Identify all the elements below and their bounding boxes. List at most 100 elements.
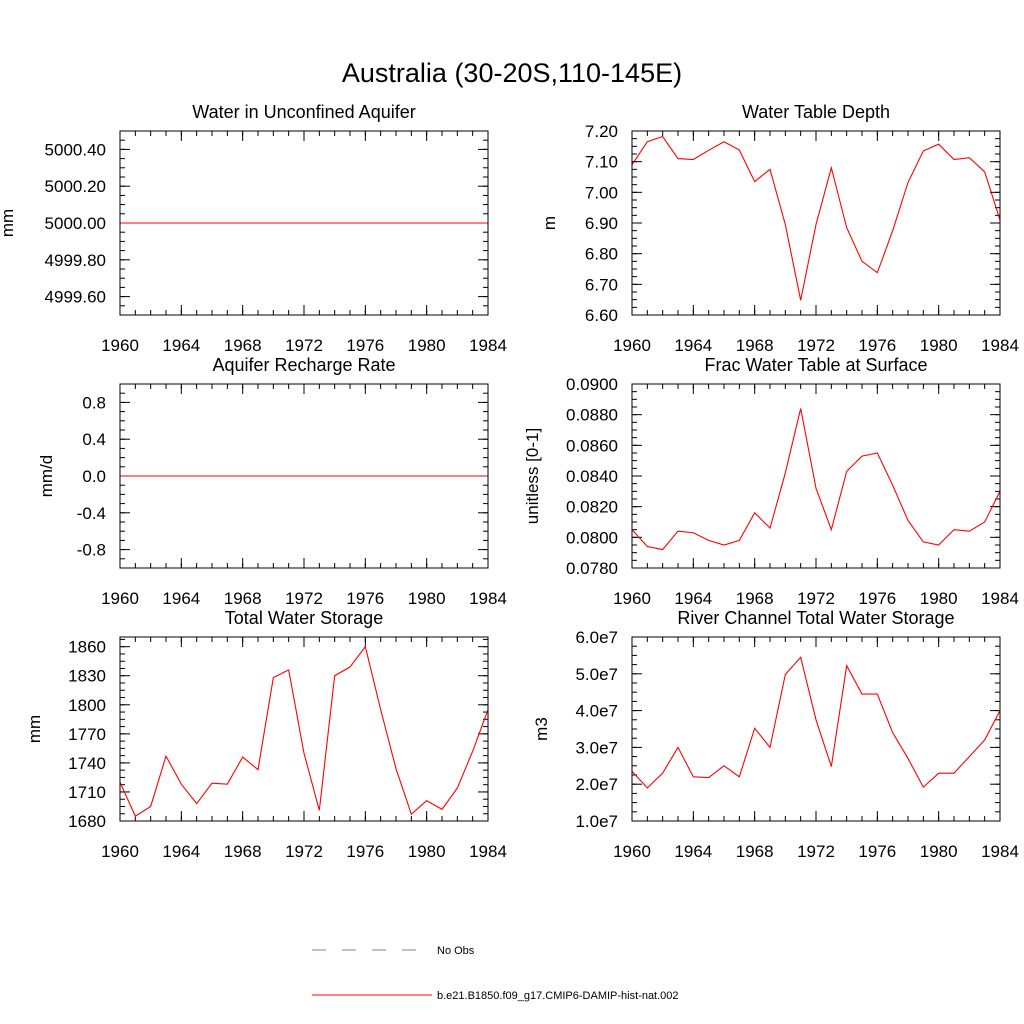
y-tick-label: 0.0800: [566, 528, 618, 547]
plot-frame: [631, 636, 1001, 822]
x-tick-label: 1980: [920, 842, 958, 861]
plot-frame: [119, 130, 489, 316]
x-tick-label: 1968: [736, 842, 774, 861]
x-tick-label: 1984: [981, 589, 1019, 608]
y-axis-label: unitless [0-1]: [523, 428, 542, 524]
x-tick-label: 1980: [408, 842, 446, 861]
legend-label-no-obs: No Obs: [437, 945, 475, 957]
x-tick-label: 1972: [797, 589, 835, 608]
x-tick-label: 1984: [981, 336, 1019, 355]
x-tick-label: 1976: [858, 842, 896, 861]
y-tick-label: 6.90: [585, 214, 618, 233]
plot-frame: [631, 383, 1001, 569]
series-line-1: [631, 408, 1001, 551]
y-tick-label: 0.4: [82, 430, 106, 449]
series-line-1: [119, 645, 489, 817]
legend: No Obs b.e21.B1850.f09_g17.CMIP6-DAMIP-h…: [312, 945, 679, 1002]
y-tick-label: 1710: [68, 783, 106, 802]
x-tick-label: 1960: [101, 842, 139, 861]
x-tick-label: 1972: [285, 589, 323, 608]
y-tick-label: 4999.60: [45, 288, 106, 307]
panel-title: Aquifer Recharge Rate: [212, 355, 395, 375]
x-tick-label: 1984: [469, 589, 507, 608]
y-tick-label: 7.00: [585, 183, 618, 202]
y-tick-label: 0.0880: [566, 406, 618, 425]
x-tick-label: 1968: [224, 336, 262, 355]
x-tick-label: 1976: [346, 336, 384, 355]
y-tick-label: 1770: [68, 725, 106, 744]
y-tick-label: -0.8: [77, 541, 106, 560]
panel-title: River Channel Total Water Storage: [677, 608, 954, 628]
y-tick-label: 1680: [68, 812, 106, 831]
y-tick-label: 6.80: [585, 245, 618, 264]
x-tick-label: 1972: [285, 842, 323, 861]
x-tick-label: 1972: [797, 842, 835, 861]
y-tick-label: 5000.00: [45, 214, 106, 233]
chart-panel-6: River Channel Total Water Storage 1960 196…: [532, 608, 1019, 861]
plot-frame: [631, 130, 1001, 316]
y-tick-label: 0.0860: [566, 436, 618, 455]
y-tick-label: 0.0840: [566, 467, 618, 486]
x-tick-label: 1972: [285, 336, 323, 355]
legend-label-model: b.e21.B1850.f09_g17.CMIP6-DAMIP-hist-nat…: [437, 990, 679, 1002]
x-tick-label: 1968: [736, 336, 774, 355]
x-tick-label: 1964: [674, 589, 712, 608]
y-tick-label: 0.0820: [566, 498, 618, 517]
x-tick-label: 1976: [858, 336, 896, 355]
chart-panel-4: Frac Water Table at Surface 1960 1964 1968 1…: [523, 355, 1019, 608]
x-tick-label: 1980: [920, 336, 958, 355]
x-tick-label: 1968: [224, 589, 262, 608]
y-tick-label: 5000.40: [45, 140, 106, 159]
x-tick-label: 1964: [674, 842, 712, 861]
y-tick-label: 5.0e7: [575, 665, 618, 684]
y-tick-label: 7.10: [585, 153, 618, 172]
y-axis-label: m: [540, 216, 559, 230]
y-tick-label: 4.0e7: [575, 702, 618, 721]
panel-title: Water Table Depth: [742, 102, 890, 122]
x-tick-label: 1984: [469, 336, 507, 355]
y-tick-label: 0.8: [82, 393, 106, 412]
x-tick-label: 1984: [469, 842, 507, 861]
y-tick-label: 6.70: [585, 275, 618, 294]
x-tick-label: 1980: [920, 589, 958, 608]
chart-panel-5: Total Water Storage 1960 1964 1968 1972 1976 1…: [25, 608, 507, 861]
y-tick-label: 5000.20: [45, 177, 106, 196]
y-tick-label: 1.0e7: [575, 812, 618, 831]
plot-frame: [119, 383, 489, 569]
y-tick-label: -0.4: [77, 504, 106, 523]
series-line-1: [631, 656, 1001, 789]
x-tick-label: 1964: [162, 589, 200, 608]
x-tick-label: 1960: [101, 589, 139, 608]
x-tick-label: 1964: [162, 842, 200, 861]
x-tick-label: 1960: [613, 589, 651, 608]
y-tick-label: 1800: [68, 696, 106, 715]
y-axis-label: mm/d: [37, 455, 56, 498]
y-axis-label: m3: [532, 717, 551, 741]
series-line-1: [631, 135, 1001, 301]
x-tick-label: 1964: [674, 336, 712, 355]
x-tick-label: 1976: [346, 842, 384, 861]
y-tick-label: 0.0900: [566, 375, 618, 394]
chart-panel-1: Water in Unconfined Aquifer 1960 1964 1968 1…: [0, 102, 507, 355]
y-tick-label: 4999.80: [45, 251, 106, 270]
y-tick-label: 6.0e7: [575, 628, 618, 647]
plot-frame: [119, 636, 489, 822]
x-tick-label: 1960: [613, 336, 651, 355]
y-tick-label: 0.0: [82, 467, 106, 486]
x-tick-label: 1980: [408, 336, 446, 355]
y-tick-label: 3.0e7: [575, 738, 618, 757]
x-tick-label: 1976: [346, 589, 384, 608]
panel-title: Frac Water Table at Surface: [704, 355, 927, 375]
panel-title: Water in Unconfined Aquifer: [192, 102, 415, 122]
x-tick-label: 1972: [797, 336, 835, 355]
y-tick-label: 1740: [68, 754, 106, 773]
chart-panel-2: Water Table Depth 1960 1964 1968 1972 1976 198…: [540, 102, 1019, 355]
y-tick-label: 2.0e7: [575, 775, 618, 794]
figure-title: Australia (30-20S,110-145E): [342, 58, 682, 88]
y-tick-label: 7.20: [585, 122, 618, 141]
x-tick-label: 1980: [408, 589, 446, 608]
x-tick-label: 1976: [858, 589, 896, 608]
x-tick-label: 1968: [224, 842, 262, 861]
chart-panel-3: Aquifer Recharge Rate 1960 1964 1968 1972 197…: [37, 355, 507, 608]
